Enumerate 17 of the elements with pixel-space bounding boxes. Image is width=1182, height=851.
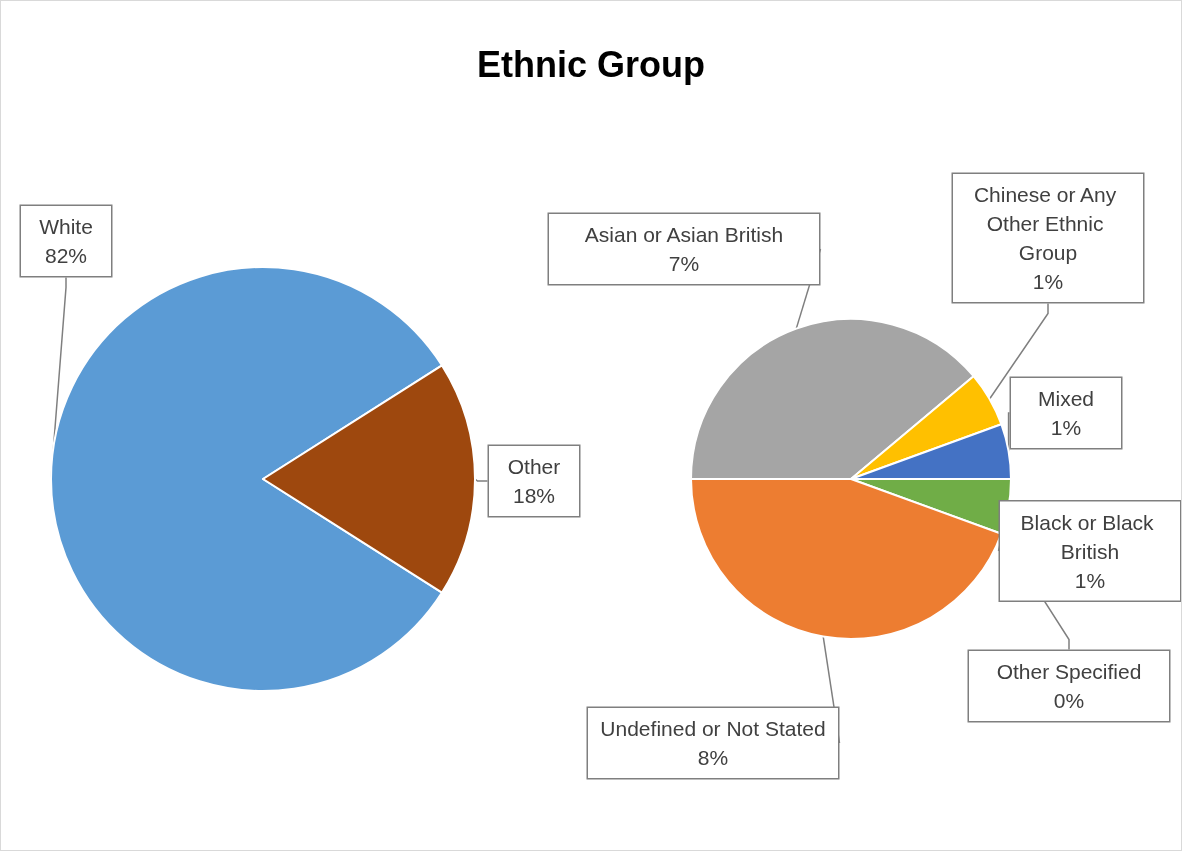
slice-label: Undefined or Not Stated — [600, 717, 826, 740]
category-label: Other Specified — [996, 660, 1142, 683]
slice-label: Black or Black British — [1020, 510, 1160, 563]
chart-title: Ethnic Group — [477, 43, 705, 85]
slice-label: Chinese or Any Other Ethnic Group — [973, 183, 1123, 264]
data-label: 82% — [44, 244, 88, 267]
slice-label: Mixed — [1037, 387, 1095, 410]
data-label: 1% — [1032, 270, 1064, 293]
data-label: 1% — [1050, 416, 1082, 439]
slice-label: White — [39, 215, 93, 238]
data-label: 18% — [512, 484, 556, 507]
text: 0% — [1053, 689, 1085, 712]
slice-label: Other — [507, 455, 561, 478]
data-label: 8% — [697, 746, 729, 769]
data-label: 1% — [1074, 568, 1106, 592]
slice-label: Asian or Asian British — [584, 223, 784, 246]
data-label: 7% — [668, 252, 700, 275]
